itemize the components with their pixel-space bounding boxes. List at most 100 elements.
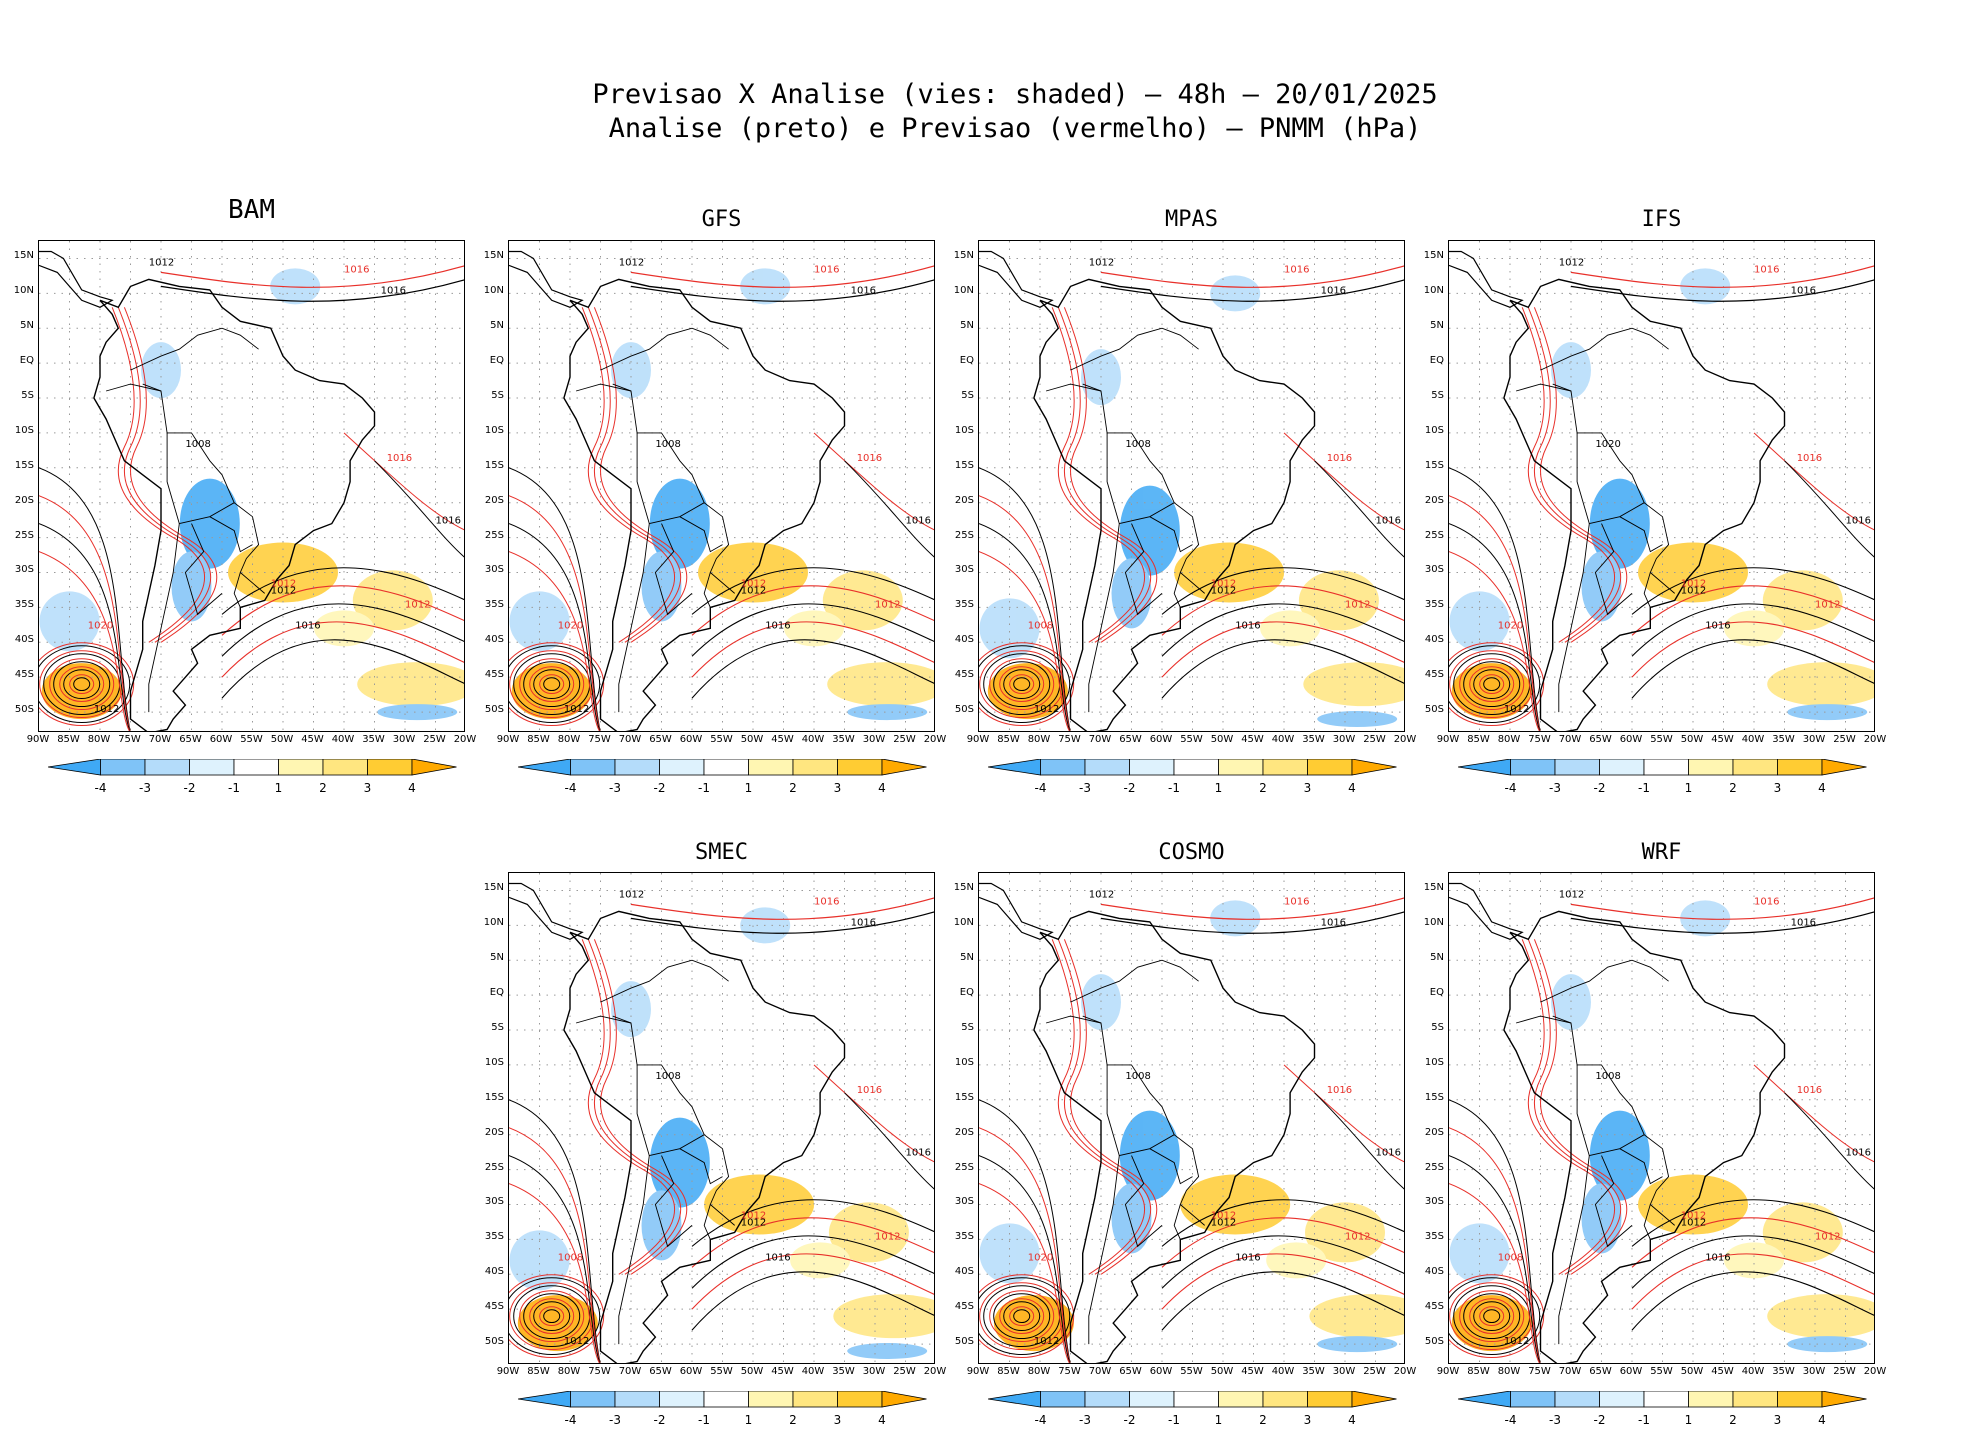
country-border [1070,327,1199,371]
lat-label: 15N [953,250,974,262]
isobar-line [221,621,464,678]
isobar-line [1631,603,1874,657]
north-isobar-forecast [1570,265,1874,288]
negative-bias-area [141,342,181,399]
lon-label: 60W [1619,1366,1643,1377]
lat-label: 20S [954,1126,974,1138]
map-gfs: 1012 1016 1016 1008 1012 1016 1012 1020 1012 1016… [508,240,935,732]
isobar-label: 1016 [1797,1085,1822,1096]
isobar-label: 1016 [857,1085,882,1096]
map-canvas: 1012 1016 1016 1020 1012 1016 1012 1020 1012 1016… [1449,241,1874,731]
country-border [1149,1148,1193,1185]
isobar-label: 1020 [558,620,583,631]
lon-label: 50W [740,1366,764,1377]
isobar-line [1631,567,1874,615]
central-america-coastline [1449,882,1524,940]
lon-label: 40W [801,1366,825,1377]
positive-bias-area [357,662,464,707]
lat-label: 15N [1423,250,1444,262]
lat-label: 50S [1424,704,1444,716]
negative-bias-area [1551,974,1591,1031]
south-america-coastline [1503,278,1786,731]
country-border [600,959,729,1003]
lat-label: 5S [961,1022,974,1034]
lon-label: 30W [1802,734,1826,745]
isobar-label: 1012 [741,1210,766,1221]
isobar-label: 1012 [1211,1210,1236,1221]
atlantic-isobar [844,1092,934,1190]
isobar-label: 1016 [436,516,461,527]
lon-label: 55W [240,734,263,745]
positive-bias-area [784,610,844,647]
lat-label: 45S [484,1301,504,1313]
country-border [654,1155,693,1248]
map-canvas: 1012 1016 1016 1008 1012 1016 1012 1020 1012 1016… [509,241,934,731]
lon-label: 35W [832,1366,855,1377]
atlantic-isobar-forecast [813,1064,934,1163]
isobar-label: 1016 [1797,453,1822,464]
lon-label: 25W [423,734,446,745]
country-border [1082,383,1205,594]
isobars [509,897,934,1363]
lon-label: 35W [1772,734,1795,745]
isobar-label: 1012 [1681,578,1706,589]
pacific-isobar [1449,645,1541,724]
lat-label: 25S [484,1161,504,1173]
central-america-coastline [979,250,1054,308]
isobar-label: 1016 [1376,1148,1401,1159]
lat-label: 45S [954,1301,974,1313]
lat-label: 40S [484,1266,504,1278]
pacific-arc [509,1155,601,1363]
negative-bias-area [270,268,321,305]
lon-label: 70W [1088,1366,1112,1377]
north-isobar [630,911,934,934]
pacific-isobar-forecast [1459,658,1525,711]
colorbar-segment [659,1391,705,1408]
positive-bias-area [1298,570,1379,631]
pacific-isobar [1003,669,1041,700]
lon-label: 55W [1650,734,1673,745]
negative-bias-area [1589,1110,1650,1201]
lat-label: 35S [1424,1231,1444,1243]
pacific-arc [979,495,1071,731]
pacific-arc [1449,1099,1541,1363]
isobar-labels: 1012 1016 1016 1008 1012 1016 1012 1008 1012 1016… [1498,889,1871,1347]
positive-bias-area [790,1242,851,1279]
colorbar-tick: 1 [744,1413,753,1427]
lon-label: 20W [923,734,947,745]
colorbar-tick: 1 [1214,1413,1223,1427]
title-line-2: Analise (preto) e Previsao (vermelho) – … [608,113,1422,144]
pacific-isobar-forecast [509,642,605,727]
negative-bias-area [611,342,651,399]
isobar-line [1161,621,1404,678]
country-border [1619,516,1663,553]
lat-label: 15S [484,459,504,471]
colorbar-segment [144,759,190,776]
country-border [575,1015,632,1024]
lon-label: 45W [1241,1366,1264,1377]
lon-label: 75W [1528,1366,1551,1377]
isobar-label: 1012 [1815,1231,1840,1242]
isobar-label: 1016 [814,264,839,275]
lon-label: 90W [496,734,520,745]
lon-axis: 90W 85W 80W 75W 70W 65W 60W 55W 50W 45W 40W 35W 30W 2… [1437,1366,1887,1380]
pacific-isobar-forecast [1009,674,1035,695]
pacific-isobar [1003,1301,1041,1332]
colorbar-segment [1599,1391,1645,1408]
colorbar-segment [1554,759,1600,776]
map-canvas: 1012 1016 1016 1008 1012 1016 1012 1008 1012 1016… [979,241,1404,731]
isobar-label: 1012 [94,704,119,715]
lon-label: 55W [710,1366,733,1377]
negative-bias-area [1081,974,1121,1031]
map-canvas: 1012 1016 1016 1008 1012 1016 1012 1008 1012 1016… [1449,873,1874,1363]
andes-isobar [581,307,676,643]
country-border [1515,1015,1572,1024]
positive-bias-area [314,610,374,647]
negative-bias-area [1119,1110,1180,1201]
lon-label: 65W [1119,734,1142,745]
pacific-arc [509,1127,601,1363]
colorbar-segment [1218,1391,1264,1408]
colorbar-segment [837,1391,883,1408]
andes-isobar [1057,307,1152,643]
pacific-isobar [993,661,1051,708]
